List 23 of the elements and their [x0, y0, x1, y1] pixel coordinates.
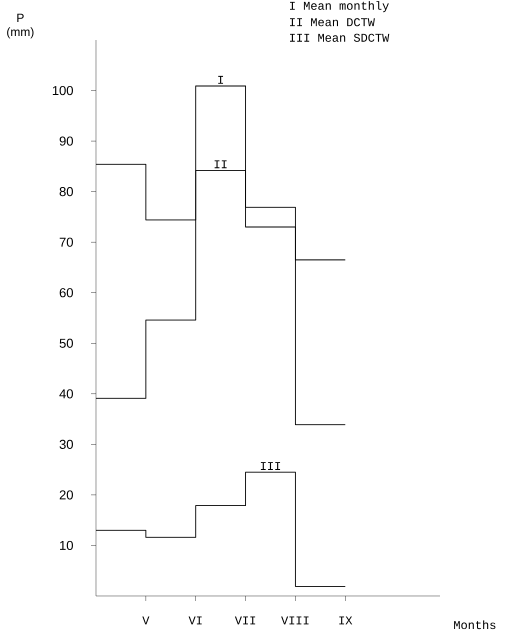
y-axis-title: P (mm): [7, 14, 34, 38]
text: Months: [454, 620, 496, 630]
y-tick-label: 90: [60, 136, 73, 146]
x-tick-label: VII: [234, 616, 256, 624]
text: II Mean DCTW: [290, 18, 375, 26]
y-tick-label: 60: [60, 288, 73, 298]
x-tick-label: IX: [339, 616, 352, 624]
y-tick-label: 50: [60, 338, 73, 348]
x-tick-label: V: [142, 616, 150, 624]
x-tick-label: VIII: [281, 616, 309, 624]
annotation: I: [218, 76, 224, 84]
y-tick-label: 20: [60, 490, 73, 500]
x-tick-label: VI: [188, 616, 202, 624]
annotation: III: [260, 462, 280, 470]
annotation: II: [214, 160, 227, 168]
annotation: III Mean SDCTW: [290, 34, 390, 42]
y-tick-label: 30: [60, 440, 73, 449]
y-tick-label: 40: [59, 389, 73, 398]
text: I Mean monthly: [290, 1, 389, 12]
y-tick-label: 80: [60, 187, 73, 196]
y-tick-label: 100: [52, 86, 73, 96]
y-tick-label: 10: [60, 540, 73, 550]
y-tick-label: 70: [60, 238, 73, 247]
